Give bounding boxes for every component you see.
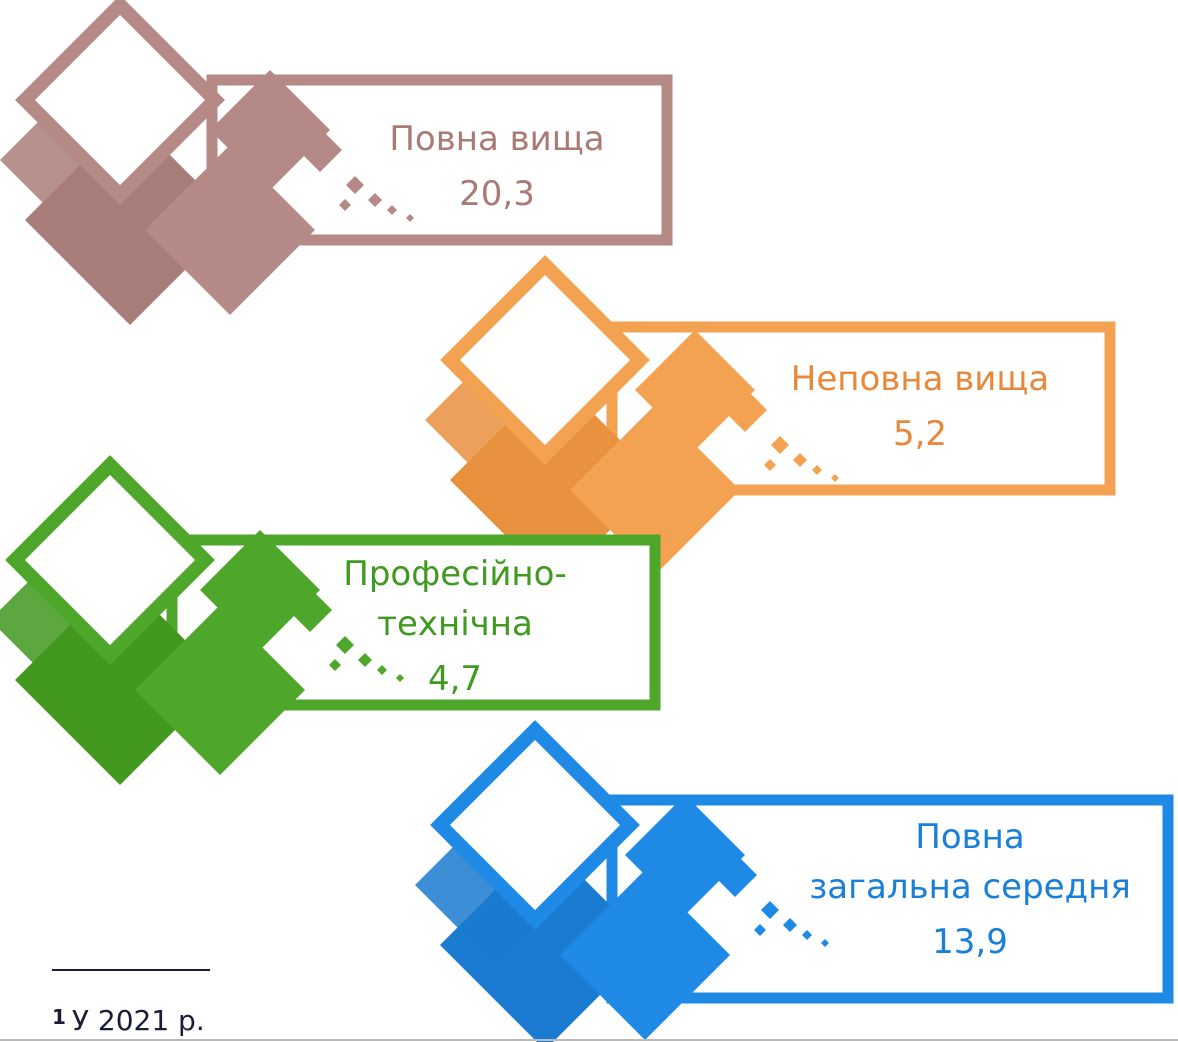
card: Повна загальна середня 13,9	[415, 730, 1168, 1042]
footnote-marker: 1	[52, 1005, 66, 1029]
card-value: 20,3	[459, 174, 535, 214]
card-value: 13,9	[932, 922, 1008, 962]
card-label: Неповна вища	[791, 359, 1049, 399]
card-label: Професійно-	[343, 554, 566, 594]
card-label: Повна	[915, 817, 1024, 857]
card-value: 5,2	[893, 414, 947, 454]
card-label: технічна	[377, 604, 533, 644]
infographic: Повна вища 20,3 Неповна вища 5,2 Професійно-…	[0, 0, 1178, 1042]
card-label: загальна середня	[809, 867, 1131, 907]
card: Повна вища 20,3	[0, 5, 667, 325]
footnote-text: У 2021 р.	[72, 1004, 205, 1037]
card-value: 4,7	[428, 659, 482, 699]
card-label: Повна вища	[389, 119, 604, 159]
